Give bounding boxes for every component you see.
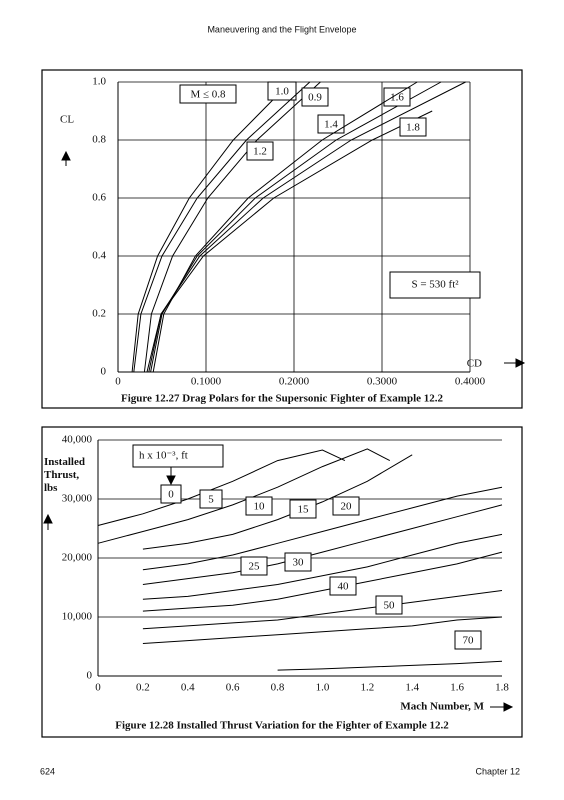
curve-label-box bbox=[240, 556, 268, 576]
curve bbox=[142, 486, 503, 571]
caption: Figure 12.27 Drag Polars for the Superso… bbox=[121, 393, 444, 405]
curve-label-box bbox=[329, 576, 357, 596]
axis-arrow bbox=[61, 150, 71, 166]
curve bbox=[97, 448, 391, 544]
curve-label-box bbox=[199, 489, 223, 509]
y-tick-label: 0.6 bbox=[92, 192, 106, 204]
curve-label: 30 bbox=[293, 557, 305, 569]
x-tick-label: 0.3000 bbox=[367, 376, 398, 388]
curve bbox=[97, 449, 346, 526]
curve-label: 0 bbox=[168, 489, 174, 501]
curve-label-box bbox=[332, 496, 360, 516]
curve-label: 15 bbox=[298, 504, 310, 516]
curve bbox=[152, 81, 418, 373]
curve bbox=[142, 551, 503, 612]
curve bbox=[150, 81, 442, 373]
y-tick-label: 10,000 bbox=[62, 611, 93, 623]
curve-label-box bbox=[383, 87, 411, 107]
curve-label-box bbox=[246, 141, 274, 161]
page-number: 624 bbox=[40, 766, 55, 776]
curve bbox=[131, 81, 291, 373]
x-tick-label: 1.6 bbox=[450, 682, 464, 694]
curve-label: 20 bbox=[341, 501, 353, 513]
curve-label-box bbox=[245, 496, 273, 516]
x-tick-label: 0.2000 bbox=[279, 376, 310, 388]
x-tick-label: 1.4 bbox=[405, 682, 419, 694]
y-tick-label: 0.8 bbox=[92, 134, 106, 146]
caption: Figure 12.28 Installed Thrust Variation … bbox=[115, 720, 449, 732]
x-tick-label: 0.4 bbox=[181, 682, 195, 694]
x-tick-label: 0 bbox=[115, 376, 121, 388]
curve-label: M ≤ 0.8 bbox=[190, 89, 226, 101]
curve-label-box bbox=[284, 552, 312, 572]
x-tick-label: 0.1000 bbox=[191, 376, 222, 388]
curve-label: 5 bbox=[208, 494, 214, 506]
figure-frame bbox=[41, 69, 523, 409]
curve-label-box bbox=[267, 81, 297, 101]
x-tick-label: 0.4000 bbox=[455, 376, 486, 388]
y-tick-label: 0 bbox=[101, 366, 107, 378]
y-axis-label: CL bbox=[60, 114, 74, 126]
y-tick-label: 0 bbox=[87, 670, 93, 682]
curve-label: 1.4 bbox=[324, 119, 338, 131]
x-tick-label: 0.6 bbox=[226, 682, 240, 694]
curve-label-box bbox=[317, 114, 345, 134]
curve-label: 0.9 bbox=[308, 92, 322, 104]
x-axis-label: Mach Number, M bbox=[400, 701, 484, 713]
curve bbox=[142, 454, 413, 550]
annotation: S = 530 ft² bbox=[411, 279, 459, 291]
curve bbox=[142, 590, 503, 630]
x-tick-label: 0.8 bbox=[271, 682, 285, 694]
legend-title: h x 10⁻³, ft bbox=[139, 450, 188, 462]
curve bbox=[142, 616, 503, 644]
x-tick-label: 0 bbox=[95, 682, 101, 694]
curve-label: 40 bbox=[338, 581, 350, 593]
axis-arrow bbox=[504, 358, 526, 368]
page-header: Maneuvering and the Flight Envelope bbox=[207, 24, 356, 34]
curve-label: 70 bbox=[463, 635, 475, 647]
curve bbox=[146, 110, 433, 373]
x-tick-label: 0.2 bbox=[136, 682, 150, 694]
annotation-box bbox=[389, 271, 481, 299]
curve-label: 1.6 bbox=[390, 92, 404, 104]
curve-label-box bbox=[375, 595, 403, 615]
axis-arrow bbox=[43, 513, 53, 530]
axis-arrow bbox=[490, 702, 514, 712]
x-tick-label: 1.2 bbox=[360, 682, 374, 694]
figure-frame bbox=[41, 426, 523, 738]
y-tick-label: 20,000 bbox=[62, 552, 93, 564]
y-axis-label: Installed Thrust, lbs bbox=[44, 456, 85, 494]
x-tick-label: 1.8 bbox=[495, 682, 509, 694]
curve-label-box bbox=[399, 117, 427, 137]
curve-label-box bbox=[179, 84, 237, 104]
legend-box bbox=[132, 444, 224, 468]
y-tick-label: 0.2 bbox=[92, 308, 106, 320]
y-tick-label: 30,000 bbox=[62, 493, 93, 505]
curve bbox=[133, 81, 311, 373]
curve bbox=[142, 533, 503, 600]
curve bbox=[277, 660, 503, 671]
y-tick-label: 0.4 bbox=[92, 250, 106, 262]
curve-label: 50 bbox=[384, 600, 396, 612]
curve-label: 25 bbox=[249, 561, 261, 573]
x-axis-label: CD bbox=[467, 358, 482, 370]
curve-label: 1.2 bbox=[253, 146, 267, 158]
y-tick-label: 1.0 bbox=[92, 76, 106, 88]
curve-label-box bbox=[454, 630, 482, 650]
x-tick-label: 1.0 bbox=[316, 682, 330, 694]
curve-label-box bbox=[289, 499, 317, 519]
curve-label: 1.0 bbox=[275, 86, 289, 98]
y-tick-label: 40,000 bbox=[62, 434, 93, 446]
chapter-label: Chapter 12 bbox=[475, 766, 520, 776]
curve bbox=[143, 81, 321, 373]
curve-label: 1.8 bbox=[406, 122, 420, 134]
legend-arrow bbox=[166, 467, 176, 486]
curve-label: 10 bbox=[254, 501, 266, 513]
curve bbox=[142, 504, 503, 585]
curve-label-box bbox=[301, 87, 329, 107]
